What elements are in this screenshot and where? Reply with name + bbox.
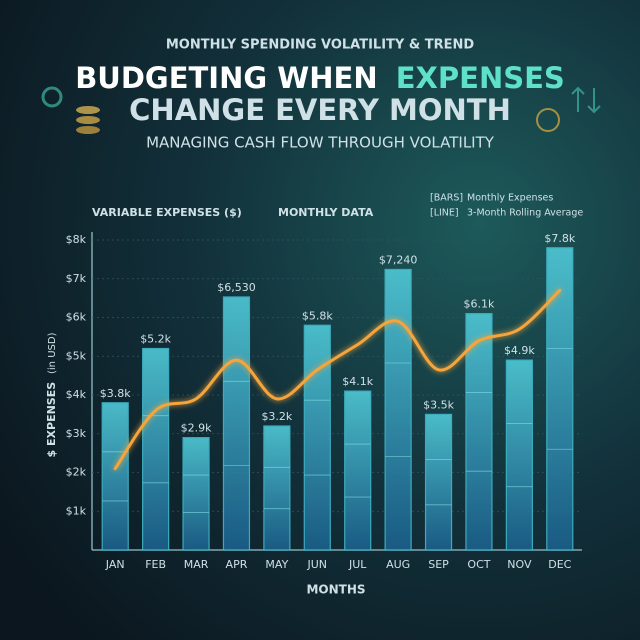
y-tick-label: $6k	[66, 311, 87, 324]
value-label: $5.8k	[302, 309, 333, 322]
value-label: $3.5k	[423, 398, 454, 411]
subtitle: MANAGING CASH FLOW THROUGH VOLATILITY	[146, 134, 495, 152]
bar	[384, 268, 412, 551]
x-tick-label: APR	[226, 558, 248, 571]
x-tick-label: JUN	[307, 558, 328, 571]
x-tick-label: MAY	[265, 558, 288, 571]
x-tick-label: JUL	[348, 558, 367, 571]
value-label: $5.2k	[140, 333, 171, 346]
value-label: $7,240	[379, 253, 418, 266]
value-label: $4.9k	[504, 344, 535, 357]
y-tick-label: $4k	[66, 388, 87, 401]
value-label: $7.8k	[544, 232, 575, 245]
y-label: $ EXPENSES	[45, 382, 58, 458]
x-axis-label: MONTHS	[306, 583, 365, 597]
bar	[182, 437, 210, 551]
value-label: $6.1k	[464, 298, 495, 311]
value-label: $4.1k	[342, 375, 373, 388]
value-label: $6,530	[217, 281, 256, 294]
x-tick-label: SEP	[428, 558, 449, 571]
legend-label: Monthly Expenses	[467, 193, 553, 204]
bar	[222, 296, 251, 551]
trend-line	[113, 288, 562, 471]
y-tick-label: $5k	[66, 349, 87, 362]
x-tick-label: DEC	[548, 558, 571, 571]
title-part: EXPENSES	[396, 61, 565, 95]
title-part: BUDGETING WHEN	[75, 61, 377, 95]
bar	[344, 390, 372, 551]
value-label: $2.9k	[181, 422, 212, 435]
value-label: $3.8k	[100, 387, 131, 400]
value-label: $3.2k	[261, 410, 292, 423]
y-axis-label: $ EXPENSES (in USD)	[45, 332, 58, 457]
y-tick-label: $8k	[66, 233, 87, 246]
y-label-unit: (in USD)	[47, 332, 58, 374]
x-tick-label: JAN	[105, 558, 125, 571]
bar	[546, 247, 574, 551]
y-tick-label: $2k	[66, 466, 87, 479]
title: CHANGE EVERY MONTH	[129, 93, 511, 127]
bar	[263, 425, 291, 551]
y-tick-label: $7k	[66, 272, 87, 285]
bar	[303, 324, 331, 551]
legend-label: 3-Month Rolling Average	[467, 208, 583, 219]
bar	[424, 413, 453, 551]
panel-label: VARIABLE EXPENSES ($)	[92, 206, 242, 219]
x-tick-label: AUG	[386, 558, 410, 571]
y-tick-label: $1k	[66, 504, 87, 517]
x-tick-label: NOV	[507, 558, 532, 571]
title: BUDGETING WHEN EXPENSES	[75, 61, 565, 95]
x-tick-label: FEB	[145, 558, 166, 571]
y-tick-label: $3k	[66, 427, 87, 440]
bar	[505, 359, 533, 551]
x-tick-label: MAR	[184, 558, 209, 571]
bar	[101, 402, 129, 551]
bar	[142, 347, 170, 551]
panel-note: MONTHLY DATA	[278, 206, 374, 219]
kicker: MONTHLY SPENDING VOLATILITY & TREND	[166, 38, 475, 53]
legend-tag: [LINE]	[430, 208, 459, 219]
bar	[465, 313, 493, 551]
x-tick-label: OCT	[467, 558, 490, 571]
decor	[41, 86, 601, 134]
legend-tag: [BARS]	[430, 193, 463, 204]
